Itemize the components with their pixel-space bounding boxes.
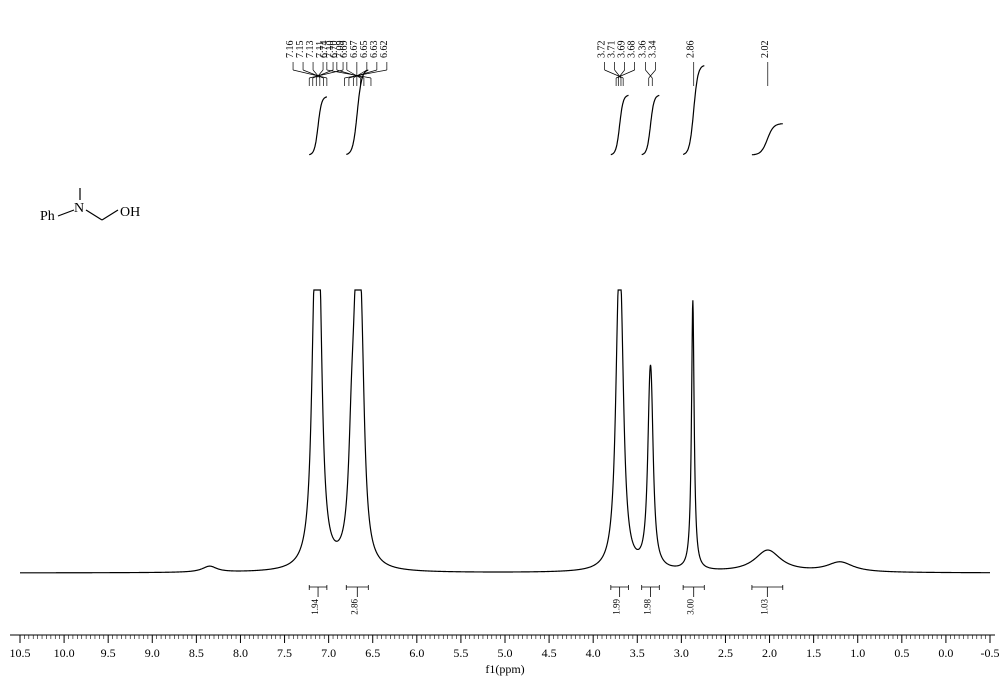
svg-text:4.0: 4.0 — [586, 646, 601, 660]
svg-text:1.98: 1.98 — [643, 599, 653, 615]
svg-text:7.5: 7.5 — [277, 646, 292, 660]
svg-text:Ph: Ph — [40, 209, 55, 224]
svg-text:6.62: 6.62 — [379, 41, 390, 59]
nmr-svg: 10.5 10.0 9.5 9.0 8.5 8.0 7.5 7.0 6.5 6.0 5.5 5.0 4.… — [0, 0, 1000, 685]
svg-text:1.5: 1.5 — [806, 646, 821, 660]
svg-text:4.5: 4.5 — [542, 646, 557, 660]
svg-text:9.5: 9.5 — [101, 646, 116, 660]
svg-text:N: N — [74, 201, 84, 216]
svg-text:6.5: 6.5 — [365, 646, 380, 660]
nmr-chart: 10.5 10.0 9.5 9.0 8.5 8.0 7.5 7.0 6.5 6.0 5.5 5.0 4.… — [0, 0, 1000, 685]
svg-text:2.86: 2.86 — [349, 599, 359, 615]
svg-text:3.00: 3.00 — [686, 599, 696, 615]
svg-text:0.5: 0.5 — [894, 646, 909, 660]
svg-text:10.5: 10.5 — [10, 646, 31, 660]
svg-text:f1(ppm): f1(ppm) — [485, 662, 524, 676]
svg-text:2.0: 2.0 — [762, 646, 777, 660]
svg-text:7.0: 7.0 — [321, 646, 336, 660]
svg-text:3.34: 3.34 — [648, 41, 659, 59]
svg-text:1.99: 1.99 — [612, 599, 622, 615]
svg-text:5.0: 5.0 — [498, 646, 513, 660]
svg-text:5.5: 5.5 — [453, 646, 468, 660]
svg-text:2.86: 2.86 — [686, 41, 697, 59]
svg-text:8.0: 8.0 — [233, 646, 248, 660]
svg-text:3.68: 3.68 — [627, 41, 638, 59]
svg-text:3.0: 3.0 — [674, 646, 689, 660]
svg-text:1.0: 1.0 — [850, 646, 865, 660]
svg-text:10.0: 10.0 — [54, 646, 75, 660]
svg-text:1.94: 1.94 — [310, 599, 320, 615]
svg-text:-0.5: -0.5 — [981, 646, 1000, 660]
svg-text:9.0: 9.0 — [145, 646, 160, 660]
svg-text:3.5: 3.5 — [630, 646, 645, 660]
svg-text:OH: OH — [120, 205, 140, 220]
svg-text:1.03: 1.03 — [759, 599, 769, 615]
svg-text:0.0: 0.0 — [938, 646, 953, 660]
svg-text:6.0: 6.0 — [409, 646, 424, 660]
svg-text:2.02: 2.02 — [760, 41, 771, 59]
svg-text:2.5: 2.5 — [718, 646, 733, 660]
svg-text:8.5: 8.5 — [189, 646, 204, 660]
